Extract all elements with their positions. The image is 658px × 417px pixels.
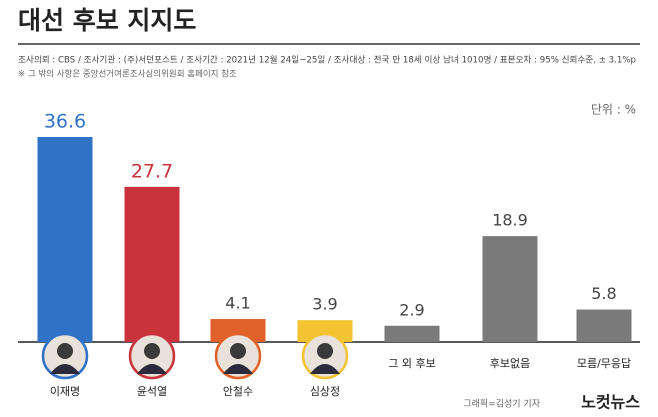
value-label: 2.9 (399, 300, 424, 319)
bar (210, 319, 266, 342)
chart-title: 대선 후보 지지도 (18, 6, 196, 35)
photo-head (144, 343, 160, 359)
x-tick-label: 이재명 (50, 385, 80, 398)
unit: 단위 : % (591, 103, 636, 117)
value-label: 5.8 (591, 284, 616, 303)
x-tick-label: 안철수 (223, 385, 253, 398)
x-tick-label: 윤석열 (137, 385, 167, 398)
logo: 노컷뉴스 (581, 393, 640, 412)
photo-head (57, 343, 73, 359)
value-label: 3.9 (312, 295, 337, 314)
bar (297, 320, 353, 342)
bar (124, 186, 180, 342)
bar (384, 325, 440, 342)
photo-body (310, 364, 340, 374)
credit: 그래픽=김성기 기자 (463, 398, 540, 410)
bar (576, 309, 632, 342)
x-tick-label: 그 외 후보 (388, 357, 435, 370)
x-tick-label: 후보없음 (490, 357, 530, 370)
bar (37, 137, 93, 342)
photo-body (223, 364, 253, 374)
x-tick-label: 모름/무응답 (577, 357, 631, 370)
value-label: 36.6 (44, 111, 86, 133)
photo-head (317, 343, 333, 359)
x-tick-label: 심상정 (310, 385, 340, 398)
note: ※ 그 밖의 사항은 중앙선거여론조사심의위원회 홈페이지 참조 (18, 69, 237, 80)
value-label: 4.1 (225, 294, 250, 313)
bar (482, 236, 538, 342)
photo-body (137, 364, 167, 374)
photo-head (230, 343, 246, 359)
subtitle: 조사의뢰 : CBS / 조사기관 : (주)서던포스트 / 조사기간 : 20… (18, 55, 636, 66)
photo-body (50, 364, 80, 374)
value-label: 27.7 (131, 160, 173, 182)
value-label: 18.9 (492, 211, 528, 230)
